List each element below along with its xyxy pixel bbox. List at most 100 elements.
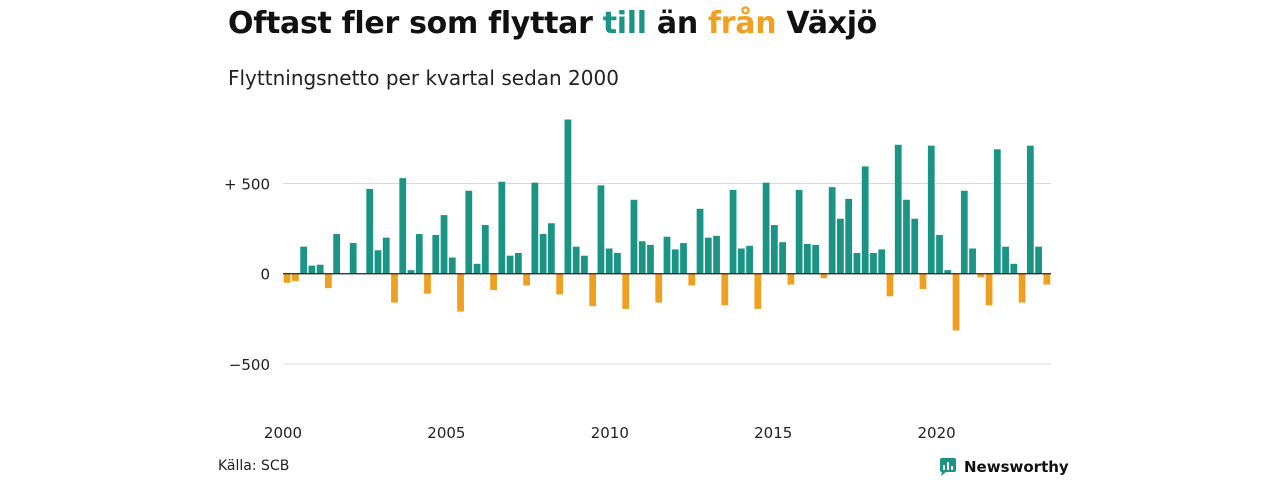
bar xyxy=(614,252,621,274)
bar xyxy=(746,245,753,274)
brand-logo: Newsworthy xyxy=(938,456,1069,478)
bar xyxy=(960,190,968,274)
bar xyxy=(548,223,555,274)
bar xyxy=(861,166,869,274)
bar xyxy=(531,182,539,274)
bar xyxy=(1035,246,1042,274)
y-tick-label: −500 xyxy=(229,356,270,374)
title-part: från xyxy=(708,6,777,41)
bar xyxy=(366,188,374,274)
x-tick-label: 2020 xyxy=(918,424,956,442)
bar xyxy=(812,244,820,274)
newsworthy-logo-icon xyxy=(940,458,956,476)
bar xyxy=(927,145,935,274)
bar xyxy=(696,208,704,274)
bar xyxy=(894,144,902,274)
bar xyxy=(283,273,291,283)
bar xyxy=(1002,246,1009,274)
x-tick-label: 2005 xyxy=(427,424,465,442)
title-part: Oftast fler som flyttar xyxy=(228,6,603,41)
bar xyxy=(465,190,473,274)
bar xyxy=(325,273,332,289)
title-part: till xyxy=(602,6,647,41)
bar xyxy=(581,255,588,274)
bar xyxy=(1043,273,1051,285)
bar xyxy=(1026,145,1034,274)
bar xyxy=(605,248,613,274)
bar xyxy=(424,273,431,294)
bar xyxy=(886,273,894,297)
bar xyxy=(779,242,786,274)
bar xyxy=(977,273,985,278)
chart-title: Oftast fler som flyttar till än från Väx… xyxy=(228,6,877,41)
bar xyxy=(333,234,341,274)
bar xyxy=(729,189,737,274)
title-part: än xyxy=(646,6,709,41)
bar xyxy=(721,273,729,306)
bar xyxy=(837,218,844,274)
x-tick-label: 2010 xyxy=(591,424,629,442)
x-tick-label: 2000 xyxy=(264,424,302,442)
y-tick-label: + 500 xyxy=(224,176,270,194)
bar xyxy=(292,273,299,281)
bar xyxy=(969,248,976,274)
bar xyxy=(440,215,448,274)
bar xyxy=(878,249,886,274)
bar xyxy=(688,273,696,286)
bar xyxy=(300,246,308,274)
bar xyxy=(481,225,489,274)
bar xyxy=(1018,273,1026,303)
bar xyxy=(556,273,564,295)
bar xyxy=(845,198,853,274)
bar xyxy=(870,252,877,274)
bar xyxy=(514,252,522,274)
bar xyxy=(919,273,927,290)
bar xyxy=(762,182,770,274)
bar xyxy=(457,273,464,312)
bar xyxy=(473,263,481,274)
bar xyxy=(680,243,687,274)
bar xyxy=(952,273,960,331)
bar xyxy=(671,249,679,274)
bar xyxy=(407,270,415,274)
bar xyxy=(704,237,712,274)
bar xyxy=(820,273,828,279)
bar xyxy=(713,235,720,274)
bar xyxy=(448,257,456,274)
y-tick-label: 0 xyxy=(260,266,270,284)
bar xyxy=(828,187,836,274)
bar xyxy=(308,265,316,274)
bar xyxy=(349,243,357,274)
bar xyxy=(399,178,407,274)
bar xyxy=(630,199,638,274)
bar xyxy=(316,264,324,274)
source-note: Källa: SCB xyxy=(218,458,290,474)
bar xyxy=(523,273,530,286)
bar xyxy=(936,234,943,274)
bar xyxy=(655,273,663,303)
bar xyxy=(647,244,654,274)
bar xyxy=(415,234,423,274)
bar xyxy=(391,273,398,303)
bar xyxy=(572,246,580,274)
bar xyxy=(804,243,811,274)
bar xyxy=(944,270,952,274)
bar xyxy=(911,218,919,274)
bar xyxy=(432,234,440,274)
bar xyxy=(853,252,861,274)
bar xyxy=(770,225,778,274)
bar xyxy=(564,119,572,274)
bar xyxy=(382,237,390,274)
bar xyxy=(622,273,630,309)
bar xyxy=(374,250,382,274)
bar xyxy=(638,241,646,274)
bar xyxy=(795,189,803,274)
bar xyxy=(663,236,671,274)
bar xyxy=(506,255,514,274)
bar xyxy=(903,199,910,274)
bar xyxy=(754,273,762,309)
bar xyxy=(737,248,745,274)
bar xyxy=(787,273,795,285)
bar xyxy=(498,181,506,274)
